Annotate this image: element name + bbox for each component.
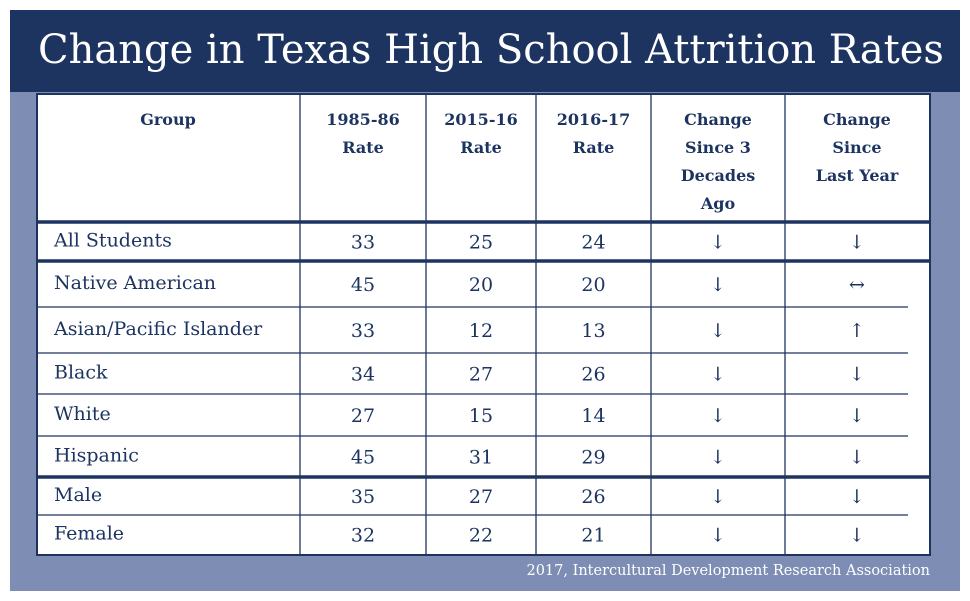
source-credit: 2017, Intercultural Development Research… <box>526 563 930 579</box>
table-panel: Group 1985-86 Rate 2015-16 Rate 2016-17 Rate Ch… <box>36 93 931 556</box>
group-label: Hispanic <box>54 445 139 467</box>
rate-value: 45 <box>351 447 375 469</box>
rate-value: 22 <box>469 525 493 547</box>
column-header-text: 2015-16 <box>444 110 517 129</box>
group-label: Native American <box>54 272 216 294</box>
rate-value: 29 <box>581 447 605 469</box>
change-arrow: ↓ <box>849 447 865 469</box>
figure-frame: Change in Texas High School Attrition Ra… <box>10 10 960 591</box>
group-label: Asian/Pacific Islander <box>53 318 263 340</box>
column-header-text: Rate <box>573 138 615 157</box>
rate-value: 21 <box>581 525 605 547</box>
chart-title: Change in Texas High School Attrition Ra… <box>38 27 944 73</box>
rate-value: 27 <box>351 405 375 427</box>
rate-value: 24 <box>581 232 605 254</box>
rate-value: 33 <box>351 320 375 342</box>
group-label: Female <box>54 523 124 545</box>
group-label: White <box>54 403 111 425</box>
column-header-text: Group <box>140 110 196 129</box>
change-arrow: ↓ <box>710 320 726 342</box>
change-arrow: ↓ <box>710 364 726 386</box>
rate-value: 26 <box>581 486 605 508</box>
column-header-text: Change <box>684 110 752 129</box>
change-arrow: ↓ <box>849 364 865 386</box>
rate-value: 27 <box>469 486 493 508</box>
change-arrow: ↓ <box>710 405 726 427</box>
group-label: Black <box>54 362 108 384</box>
change-arrow: ↓ <box>710 447 726 469</box>
change-arrow: ↓ <box>849 525 865 547</box>
change-arrow: ↑ <box>849 320 865 342</box>
rate-value: 45 <box>351 274 375 296</box>
rate-value: 27 <box>469 364 493 386</box>
column-header-text: Last Year <box>816 166 899 185</box>
change-arrow: ↓ <box>849 405 865 427</box>
rate-value: 35 <box>351 486 375 508</box>
change-arrow: ↔ <box>849 274 865 296</box>
rate-value: 31 <box>469 447 493 469</box>
change-arrow: ↓ <box>710 525 726 547</box>
change-arrow: ↓ <box>710 486 726 508</box>
rate-value: 33 <box>351 232 375 254</box>
group-label: All Students <box>53 230 172 252</box>
rate-value: 20 <box>469 274 493 296</box>
column-header-text: Rate <box>342 138 384 157</box>
rate-value: 15 <box>469 405 493 427</box>
rate-value: 13 <box>581 320 605 342</box>
rate-value: 20 <box>581 274 605 296</box>
column-header-text: Change <box>823 110 891 129</box>
attrition-table: Group 1985-86 Rate 2015-16 Rate 2016-17 Rate Ch… <box>38 95 929 554</box>
rate-value: 25 <box>469 232 493 254</box>
column-header-text: Since <box>832 138 881 157</box>
column-header-text: 2016-17 <box>557 110 630 129</box>
change-arrow: ↓ <box>849 486 865 508</box>
title-bar: Change in Texas High School Attrition Ra… <box>10 10 960 92</box>
change-arrow: ↓ <box>710 232 726 254</box>
column-header-text: Since 3 <box>685 138 751 157</box>
rate-value: 32 <box>351 525 375 547</box>
change-arrow: ↓ <box>710 274 726 296</box>
change-arrow: ↓ <box>849 232 865 254</box>
column-header-text: 1985-86 <box>326 110 399 129</box>
column-header-text: Decades <box>681 166 756 185</box>
rate-value: 12 <box>469 320 493 342</box>
rate-value: 14 <box>581 405 605 427</box>
group-label: Male <box>54 484 102 506</box>
rate-value: 34 <box>351 364 375 386</box>
column-header-text: Ago <box>700 194 736 213</box>
column-header-text: Rate <box>460 138 502 157</box>
rate-value: 26 <box>581 364 605 386</box>
